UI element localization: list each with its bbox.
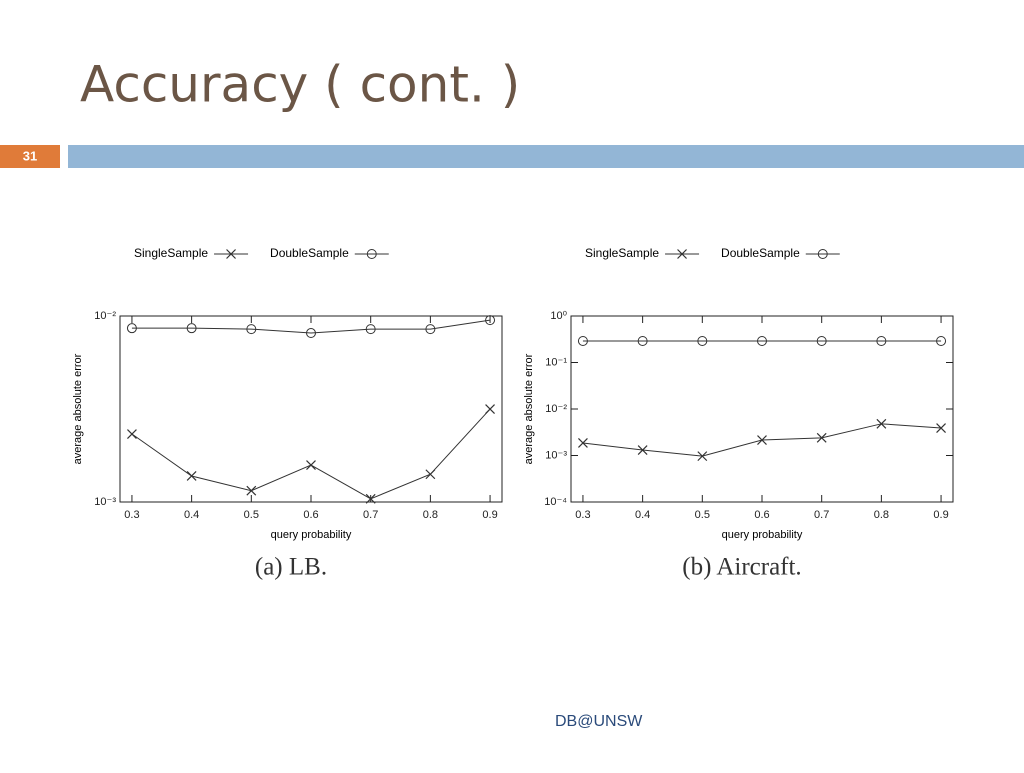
- marker: [578, 438, 588, 448]
- legend-marker: [817, 249, 828, 259]
- slide-title: Accuracy ( cont. ): [80, 56, 520, 114]
- caption: (a) LB.: [255, 554, 327, 581]
- plot-frame: [119, 315, 503, 503]
- marker: [757, 435, 767, 445]
- marker: [936, 423, 946, 433]
- series-line: [131, 408, 491, 500]
- slide-number: 31: [23, 148, 37, 163]
- marker: [246, 324, 257, 335]
- y-tick-label: 10⁰: [550, 310, 567, 322]
- marker: [425, 469, 436, 480]
- header-bar: [68, 145, 1024, 168]
- caption: (b) Aircraft.: [682, 554, 801, 581]
- marker: [757, 335, 767, 346]
- legend-label: SingleSample: [585, 246, 659, 260]
- x-tick-label: 0.8: [874, 509, 889, 521]
- x-tick-label: 0.6: [303, 509, 318, 521]
- plot-frame: [570, 315, 954, 503]
- y-tick-label: 10⁻²: [94, 310, 116, 322]
- marker: [365, 324, 376, 335]
- x-tick-label: 0.4: [635, 509, 650, 521]
- y-axis-label: average absolute error: [523, 353, 535, 464]
- x-tick-label: 0.5: [695, 509, 710, 521]
- legend-marker: [677, 249, 687, 259]
- x-axis-label: query probability: [722, 529, 803, 541]
- marker: [365, 493, 376, 504]
- series-line: [131, 319, 491, 334]
- x-tick-label: 0.3: [124, 509, 139, 521]
- marker: [697, 335, 708, 346]
- x-tick-label: 0.7: [363, 509, 378, 521]
- marker: [637, 445, 648, 455]
- x-tick-label: 0.4: [184, 509, 199, 521]
- x-tick-label: 0.8: [423, 509, 438, 521]
- marker: [306, 328, 316, 339]
- y-tick-label: 10⁻³: [94, 496, 116, 508]
- x-axis-label: query probability: [271, 529, 352, 541]
- x-tick-label: 0.3: [575, 509, 590, 521]
- marker: [876, 335, 887, 346]
- y-tick-label: 10⁻²: [545, 403, 567, 415]
- marker: [306, 460, 316, 470]
- number-box: [0, 145, 60, 168]
- x-tick-label: 0.6: [754, 509, 769, 521]
- legend-marker: [226, 249, 236, 259]
- marker: [126, 323, 137, 334]
- legend-label: DoubleSample: [270, 246, 349, 260]
- marker: [485, 315, 496, 326]
- y-tick-label: 10⁻⁴: [544, 496, 567, 508]
- marker: [485, 404, 495, 414]
- legend-label: DoubleSample: [721, 246, 800, 260]
- marker: [127, 429, 137, 439]
- marker: [816, 335, 827, 346]
- y-tick-label: 10⁻³: [545, 449, 567, 461]
- marker: [816, 432, 827, 443]
- marker: [936, 335, 947, 346]
- x-tick-label: 0.7: [814, 509, 829, 521]
- y-axis-label: average absolute error: [72, 353, 84, 464]
- footer: DB@UNSW: [555, 713, 643, 730]
- legend-marker: [366, 249, 377, 259]
- x-tick-label: 0.5: [244, 509, 259, 521]
- marker: [186, 323, 197, 334]
- marker: [425, 324, 436, 335]
- marker: [697, 451, 708, 462]
- marker: [876, 418, 887, 429]
- x-tick-label: 0.9: [933, 509, 948, 521]
- x-tick-label: 0.9: [482, 509, 497, 521]
- legend-label: SingleSample: [134, 246, 208, 260]
- marker: [577, 335, 588, 346]
- marker: [186, 471, 197, 481]
- y-tick-label: 10⁻¹: [545, 356, 567, 368]
- marker: [637, 335, 648, 346]
- marker: [246, 485, 257, 496]
